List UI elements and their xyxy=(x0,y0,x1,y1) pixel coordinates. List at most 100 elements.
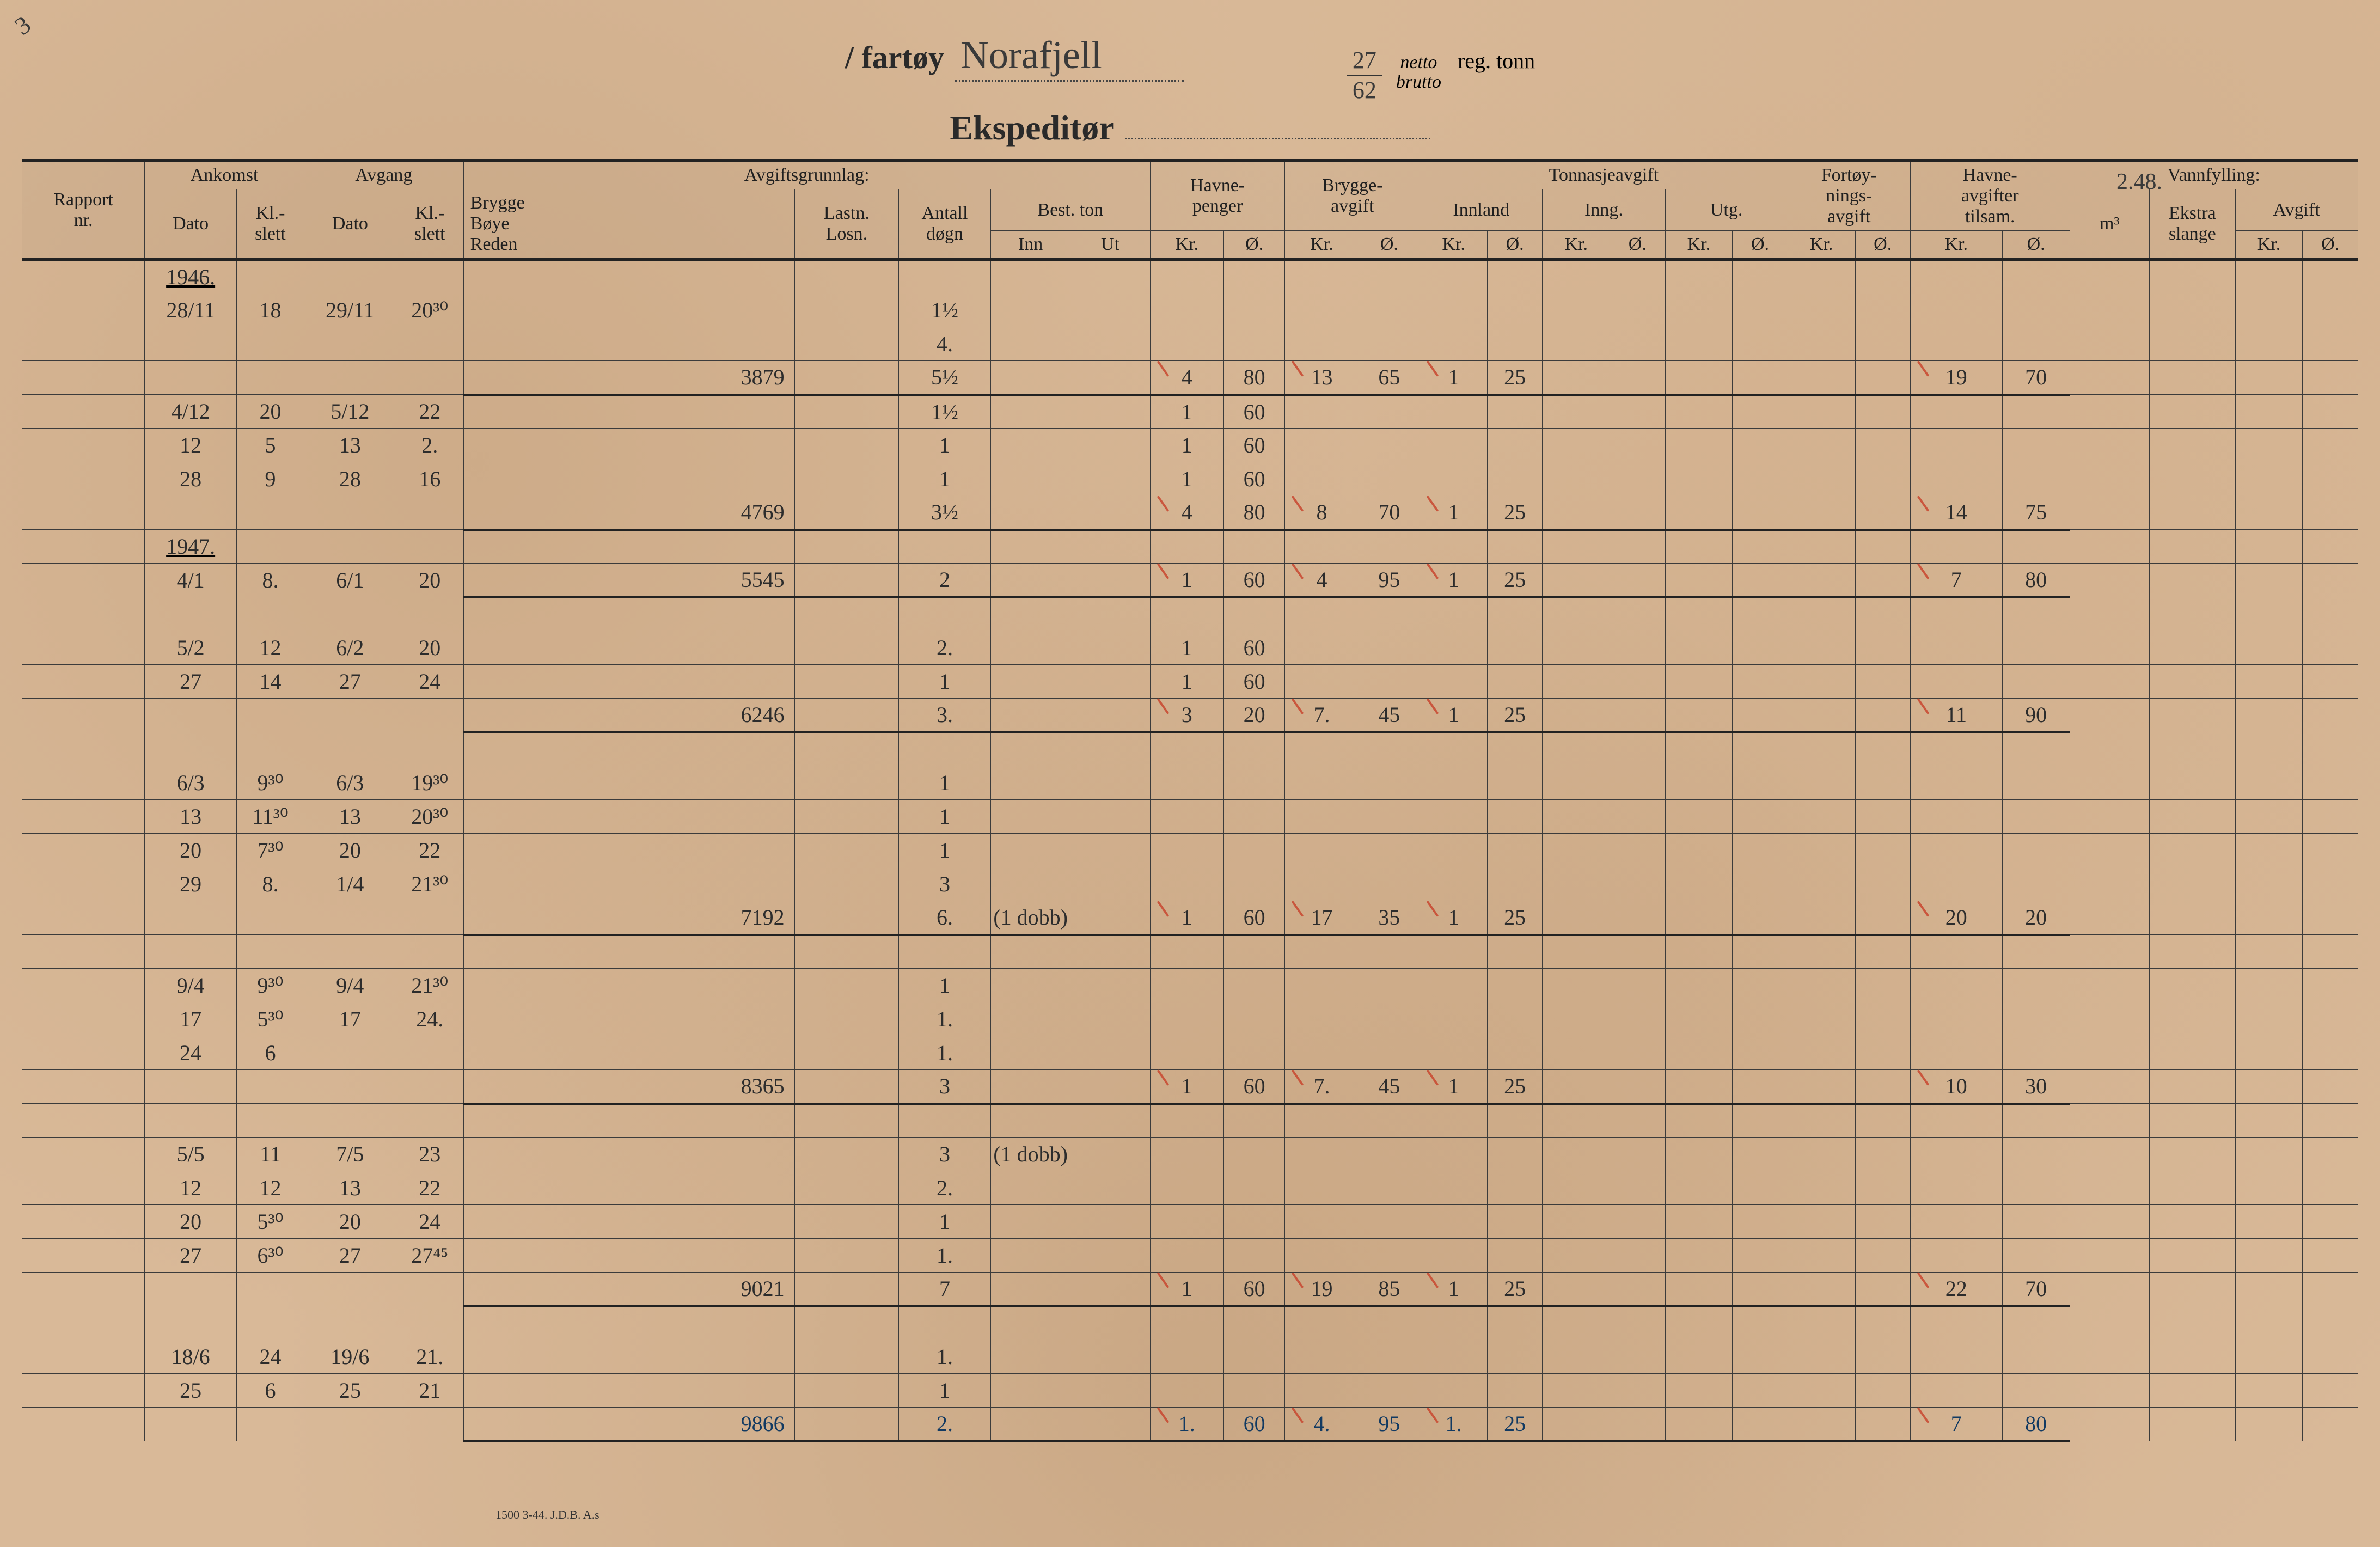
tonnage-labels: netto brutto xyxy=(1396,53,1441,91)
cell xyxy=(1420,1306,1488,1340)
cell xyxy=(1733,1374,1788,1408)
cell xyxy=(1855,1205,1910,1239)
cell xyxy=(1488,395,1543,429)
cell xyxy=(2149,1138,2235,1171)
cell xyxy=(899,1306,991,1340)
cell xyxy=(145,1408,237,1441)
cell xyxy=(1910,969,2002,1002)
cell xyxy=(1543,699,1610,732)
cell xyxy=(1150,935,1223,969)
cell: 6 xyxy=(237,1036,304,1070)
cell xyxy=(237,1306,304,1340)
cell xyxy=(1855,597,1910,631)
cell: 18 xyxy=(237,293,304,327)
col-ank-dato: Dato xyxy=(145,189,237,260)
cell xyxy=(2002,1171,2070,1205)
cell xyxy=(1420,429,1488,462)
cell xyxy=(1610,631,1665,665)
cell: 24 xyxy=(145,1036,237,1070)
cell: 9866 xyxy=(463,1408,794,1441)
table-row: 5/5117/5233(1 dobb) xyxy=(22,1138,2358,1171)
cell xyxy=(2002,732,2070,766)
cell xyxy=(2002,429,2070,462)
cell xyxy=(2235,699,2303,732)
cell: 24 xyxy=(396,665,463,699)
cell xyxy=(1855,1273,1910,1306)
cell xyxy=(1223,260,1285,293)
cell xyxy=(1543,969,1610,1002)
cell: 6. xyxy=(899,901,991,935)
table-body: 1946.28/111829/1120³⁰1½4.38795½480136512… xyxy=(22,260,2358,1441)
cell xyxy=(1788,1036,1855,1070)
cell xyxy=(2235,1171,2303,1205)
cell xyxy=(304,260,396,293)
cell: 20 xyxy=(2002,901,2070,935)
cell xyxy=(1610,1036,1665,1070)
cell xyxy=(1733,901,1788,935)
cell xyxy=(1665,1205,1733,1239)
cell: 7 xyxy=(1910,1408,2002,1441)
cell xyxy=(2303,530,2358,564)
cell xyxy=(1223,1036,1285,1070)
cell xyxy=(2149,327,2235,361)
cell xyxy=(1543,732,1610,766)
cell: 60 xyxy=(1223,901,1285,935)
cell xyxy=(1543,1036,1610,1070)
cell xyxy=(22,1002,145,1036)
cell xyxy=(463,1002,794,1036)
cell xyxy=(990,800,1070,834)
cell xyxy=(22,834,145,867)
col-ore: Ø. xyxy=(2303,231,2358,260)
cell xyxy=(1543,1273,1610,1306)
cell xyxy=(990,665,1070,699)
cell xyxy=(1910,867,2002,901)
cell: 24 xyxy=(237,1340,304,1374)
cell xyxy=(2002,1340,2070,1374)
cell xyxy=(1665,1002,1733,1036)
cell xyxy=(1488,1002,1543,1036)
cell xyxy=(1223,1306,1285,1340)
table-row: 1947. xyxy=(22,530,2358,564)
cell xyxy=(1610,1239,1665,1273)
cell xyxy=(1543,867,1610,901)
cell xyxy=(1665,496,1733,530)
cell xyxy=(145,935,237,969)
cell: 1 xyxy=(899,766,991,800)
table-row: 276³⁰2727⁴⁵1. xyxy=(22,1239,2358,1273)
cell xyxy=(1543,293,1610,327)
cell xyxy=(1733,429,1788,462)
cell: 27 xyxy=(304,665,396,699)
cell xyxy=(1543,1205,1610,1239)
cell: 1946. xyxy=(145,260,237,293)
cell xyxy=(1070,1340,1150,1374)
cell xyxy=(22,732,145,766)
cell xyxy=(1070,1104,1150,1138)
table-row: 98662.1.604.951.25780 xyxy=(22,1408,2358,1441)
cell xyxy=(1223,766,1285,800)
cell xyxy=(396,1070,463,1104)
cell: 1/4 xyxy=(304,867,396,901)
cell xyxy=(2303,631,2358,665)
cell xyxy=(1788,1306,1855,1340)
cell: 4/1 xyxy=(145,564,237,597)
cell xyxy=(22,1138,145,1171)
cell xyxy=(1665,732,1733,766)
cell xyxy=(2235,597,2303,631)
cell xyxy=(1070,1138,1150,1171)
cell xyxy=(2002,766,2070,800)
cell xyxy=(2303,766,2358,800)
cell xyxy=(2070,665,2149,699)
cell xyxy=(2149,935,2235,969)
cell xyxy=(1223,1374,1285,1408)
cell xyxy=(2070,631,2149,665)
cell: 80 xyxy=(1223,361,1285,395)
cell: 30 xyxy=(2002,1070,2070,1104)
col-ore: Ø. xyxy=(1855,231,1910,260)
cell xyxy=(1855,699,1910,732)
cell xyxy=(2149,1070,2235,1104)
cell xyxy=(1223,1104,1285,1138)
cell xyxy=(463,1239,794,1273)
cell xyxy=(1285,766,1359,800)
cell xyxy=(1070,327,1150,361)
cell xyxy=(1488,665,1543,699)
